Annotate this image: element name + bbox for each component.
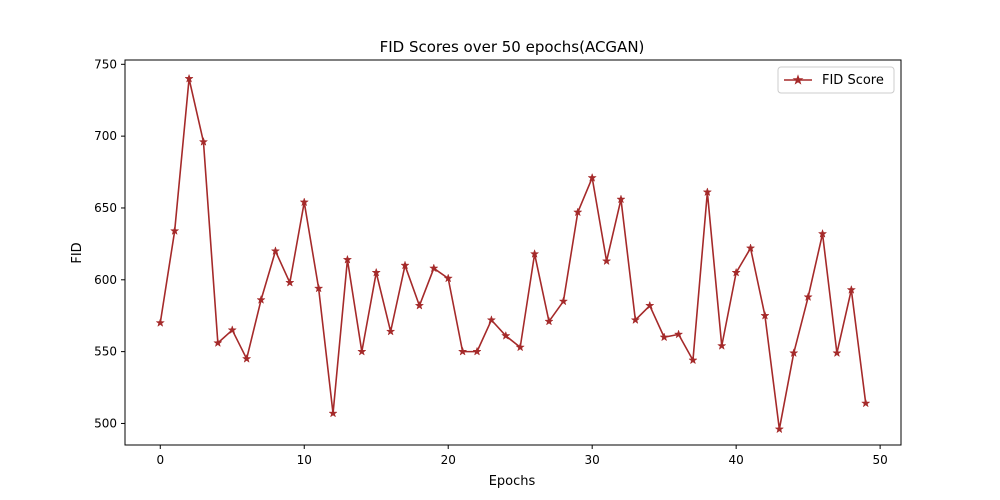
data-point-star bbox=[846, 284, 857, 294]
data-point-star bbox=[486, 315, 497, 325]
data-point-star bbox=[832, 348, 842, 358]
series-line bbox=[159, 77, 867, 431]
data-point-star bbox=[630, 315, 641, 325]
data-point-star bbox=[717, 340, 727, 350]
data-point-star bbox=[817, 228, 828, 238]
data-point-star bbox=[400, 260, 410, 270]
legend: FID Score bbox=[777, 66, 895, 94]
data-point-star bbox=[472, 346, 482, 356]
data-point-star bbox=[501, 330, 511, 340]
plot-area-frame bbox=[124, 59, 902, 446]
data-point-star bbox=[774, 424, 785, 434]
data-point-star bbox=[385, 326, 396, 336]
x-axis-label: Epochs bbox=[489, 474, 536, 489]
legend-box bbox=[777, 66, 895, 94]
series-layer bbox=[155, 73, 871, 434]
y-tick-label: 600 bbox=[94, 273, 117, 287]
data-point-star bbox=[645, 300, 655, 310]
x-tick-label: 20 bbox=[441, 453, 456, 467]
data-point-star bbox=[371, 267, 381, 277]
y-tick-label: 750 bbox=[94, 57, 117, 71]
data-point-star bbox=[601, 256, 612, 266]
data-point-star bbox=[731, 267, 741, 277]
data-point-star bbox=[529, 248, 540, 258]
data-point-star bbox=[328, 408, 338, 418]
data-point-star bbox=[803, 292, 813, 302]
y-axis-label: FID bbox=[70, 242, 85, 263]
x-tick-label: 30 bbox=[585, 453, 600, 467]
y-tick-label: 650 bbox=[94, 201, 117, 215]
data-point-star bbox=[299, 197, 309, 207]
data-point-star bbox=[457, 346, 468, 356]
data-point-star bbox=[760, 310, 770, 320]
data-point-star bbox=[357, 346, 367, 356]
data-point-star bbox=[270, 246, 281, 256]
data-point-star bbox=[616, 194, 626, 204]
legend-star-marker bbox=[792, 74, 804, 85]
data-point-star bbox=[285, 277, 295, 287]
data-point-star bbox=[558, 296, 569, 306]
y-tick-label: 500 bbox=[94, 416, 117, 430]
y-axis: 500 550 600 650 700 750 bbox=[94, 57, 125, 430]
x-tick-label: 40 bbox=[729, 453, 744, 467]
x-tick-label: 0 bbox=[156, 453, 164, 467]
data-point-star bbox=[702, 187, 713, 197]
data-point-star bbox=[745, 243, 756, 253]
data-point-star bbox=[688, 355, 698, 365]
data-point-star bbox=[861, 398, 871, 408]
legend-label: FID Score bbox=[822, 73, 884, 88]
x-tick-label: 10 bbox=[297, 453, 312, 467]
data-point-star bbox=[429, 263, 439, 273]
data-point-star bbox=[313, 283, 324, 293]
data-point-star bbox=[342, 254, 353, 264]
data-point-star bbox=[169, 225, 180, 235]
data-point-star bbox=[241, 353, 252, 363]
data-point-star bbox=[256, 294, 266, 304]
data-point-star bbox=[587, 172, 597, 182]
y-tick-label: 700 bbox=[94, 129, 117, 143]
data-point-star bbox=[184, 73, 194, 83]
x-tick-label: 50 bbox=[872, 453, 887, 467]
x-axis: 0 10 20 30 40 50 bbox=[156, 445, 888, 467]
y-tick-label: 550 bbox=[94, 345, 117, 359]
data-point-star bbox=[573, 207, 583, 217]
chart-title: FID Scores over 50 epochs(ACGAN) bbox=[380, 38, 645, 56]
data-point-star bbox=[659, 332, 669, 342]
data-point-star bbox=[673, 329, 684, 339]
data-point-star bbox=[789, 348, 799, 358]
data-point-star bbox=[443, 273, 453, 283]
data-point-star bbox=[414, 300, 425, 310]
data-point-star bbox=[544, 316, 554, 326]
data-point-star bbox=[213, 338, 223, 348]
data-point-star bbox=[198, 136, 209, 146]
data-point-star bbox=[155, 317, 165, 327]
data-point-star bbox=[515, 342, 525, 352]
data-point-star bbox=[227, 325, 237, 335]
